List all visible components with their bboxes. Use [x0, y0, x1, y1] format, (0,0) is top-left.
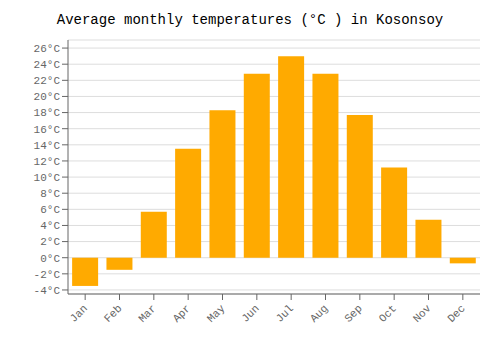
svg-text:26°C: 26°C [34, 43, 61, 55]
svg-text:Aug: Aug [308, 302, 330, 324]
svg-text:Sep: Sep [342, 302, 364, 324]
svg-text:Nov: Nov [411, 302, 434, 325]
svg-text:Jul: Jul [274, 302, 296, 324]
svg-text:14°C: 14°C [34, 140, 61, 152]
svg-text:18°C: 18°C [34, 107, 61, 119]
svg-text:8°C: 8°C [40, 188, 60, 200]
svg-text:-4°C: -4°C [34, 285, 61, 297]
svg-text:10°C: 10°C [34, 172, 61, 184]
svg-text:Feb: Feb [102, 302, 124, 324]
svg-text:Oct: Oct [377, 302, 399, 324]
svg-text:22°C: 22°C [34, 75, 61, 87]
svg-text:16°C: 16°C [34, 124, 61, 136]
svg-text:2°C: 2°C [40, 236, 60, 248]
svg-text:Jan: Jan [68, 302, 90, 324]
svg-text:24°C: 24°C [34, 59, 61, 71]
svg-text:Apr: Apr [171, 302, 193, 324]
svg-text:20°C: 20°C [34, 91, 61, 103]
svg-text:May: May [205, 302, 228, 325]
svg-text:0°C: 0°C [40, 253, 60, 265]
svg-text:Jun: Jun [239, 302, 261, 324]
svg-text:-2°C: -2°C [34, 269, 61, 281]
svg-text:6°C: 6°C [40, 204, 60, 216]
svg-text:4°C: 4°C [40, 220, 60, 232]
html-text:Average monthly temperatures (: Average monthly temperatures (°C ) in Ko… [56, 12, 444, 28]
svg-text:Dec: Dec [445, 302, 467, 324]
svg-text:Mar: Mar [136, 302, 158, 324]
svg-text:12°C: 12°C [34, 156, 61, 168]
